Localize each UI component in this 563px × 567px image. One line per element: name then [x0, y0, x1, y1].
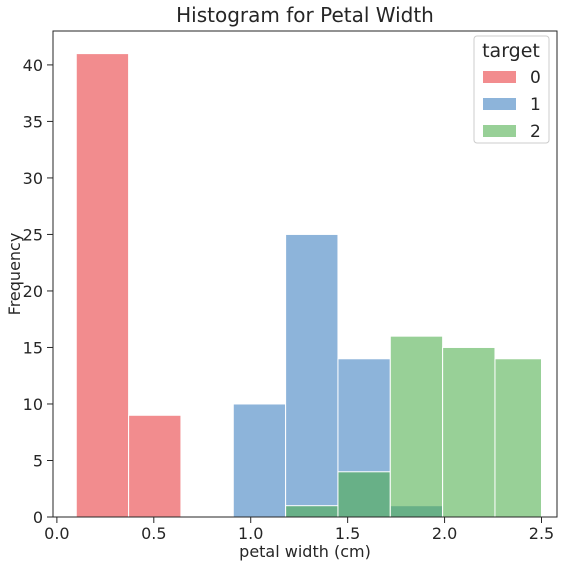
x-tick-label: 2.0 — [432, 524, 457, 543]
y-tick-label: 5 — [33, 451, 43, 470]
bar-target-2-bin-5 — [337, 471, 391, 518]
bar-target-0-bin-0 — [75, 53, 130, 518]
legend-label-2: 2 — [530, 122, 541, 142]
y-tick-label: 25 — [23, 225, 43, 244]
x-axis-label: petal width (cm) — [239, 542, 371, 561]
y-axis-ticks: 0 5 10 15 20 25 30 35 40 — [23, 56, 53, 527]
bars-group — [75, 53, 542, 518]
chart-title: Histogram for Petal Width — [176, 3, 434, 27]
y-tick-label: 15 — [23, 338, 43, 357]
y-tick-label: 40 — [23, 56, 43, 75]
x-tick-label: 0.0 — [44, 524, 69, 543]
legend-label-0: 0 — [530, 68, 541, 88]
bar-target-1-bin-3 — [232, 403, 287, 518]
bar-target-0-bin-1 — [128, 414, 182, 518]
y-axis-label: Frequency — [5, 233, 24, 316]
y-tick-label: 0 — [33, 508, 43, 527]
y-tick-label: 30 — [23, 169, 43, 188]
x-tick-label: 1.0 — [238, 524, 263, 543]
x-tick-label: 2.5 — [529, 524, 554, 543]
bar-target-2-bin-6 — [389, 335, 444, 518]
x-axis-ticks: 0.0 0.5 1.0 1.5 2.0 2.5 — [44, 517, 554, 543]
x-tick-label: 1.5 — [335, 524, 360, 543]
y-tick-label: 35 — [23, 112, 43, 131]
legend-frame — [473, 35, 550, 144]
legend-swatch-2 — [483, 125, 516, 137]
legend-label-1: 1 — [530, 95, 541, 115]
bar-target-2-bin-8 — [494, 358, 542, 518]
legend-swatch-1 — [483, 98, 516, 110]
legend-title: target — [482, 40, 540, 62]
x-tick-label: 0.5 — [141, 524, 166, 543]
y-tick-label: 10 — [23, 395, 43, 414]
y-tick-label: 20 — [23, 282, 43, 301]
legend-swatch-0 — [483, 71, 516, 83]
bar-target-1-bin-4 — [285, 233, 339, 518]
plot-frame — [52, 30, 558, 518]
bar-target-2-bin-4 — [285, 505, 339, 518]
bar-target-2-bin-7 — [442, 346, 496, 518]
legend: target 0 1 2 — [473, 35, 550, 144]
